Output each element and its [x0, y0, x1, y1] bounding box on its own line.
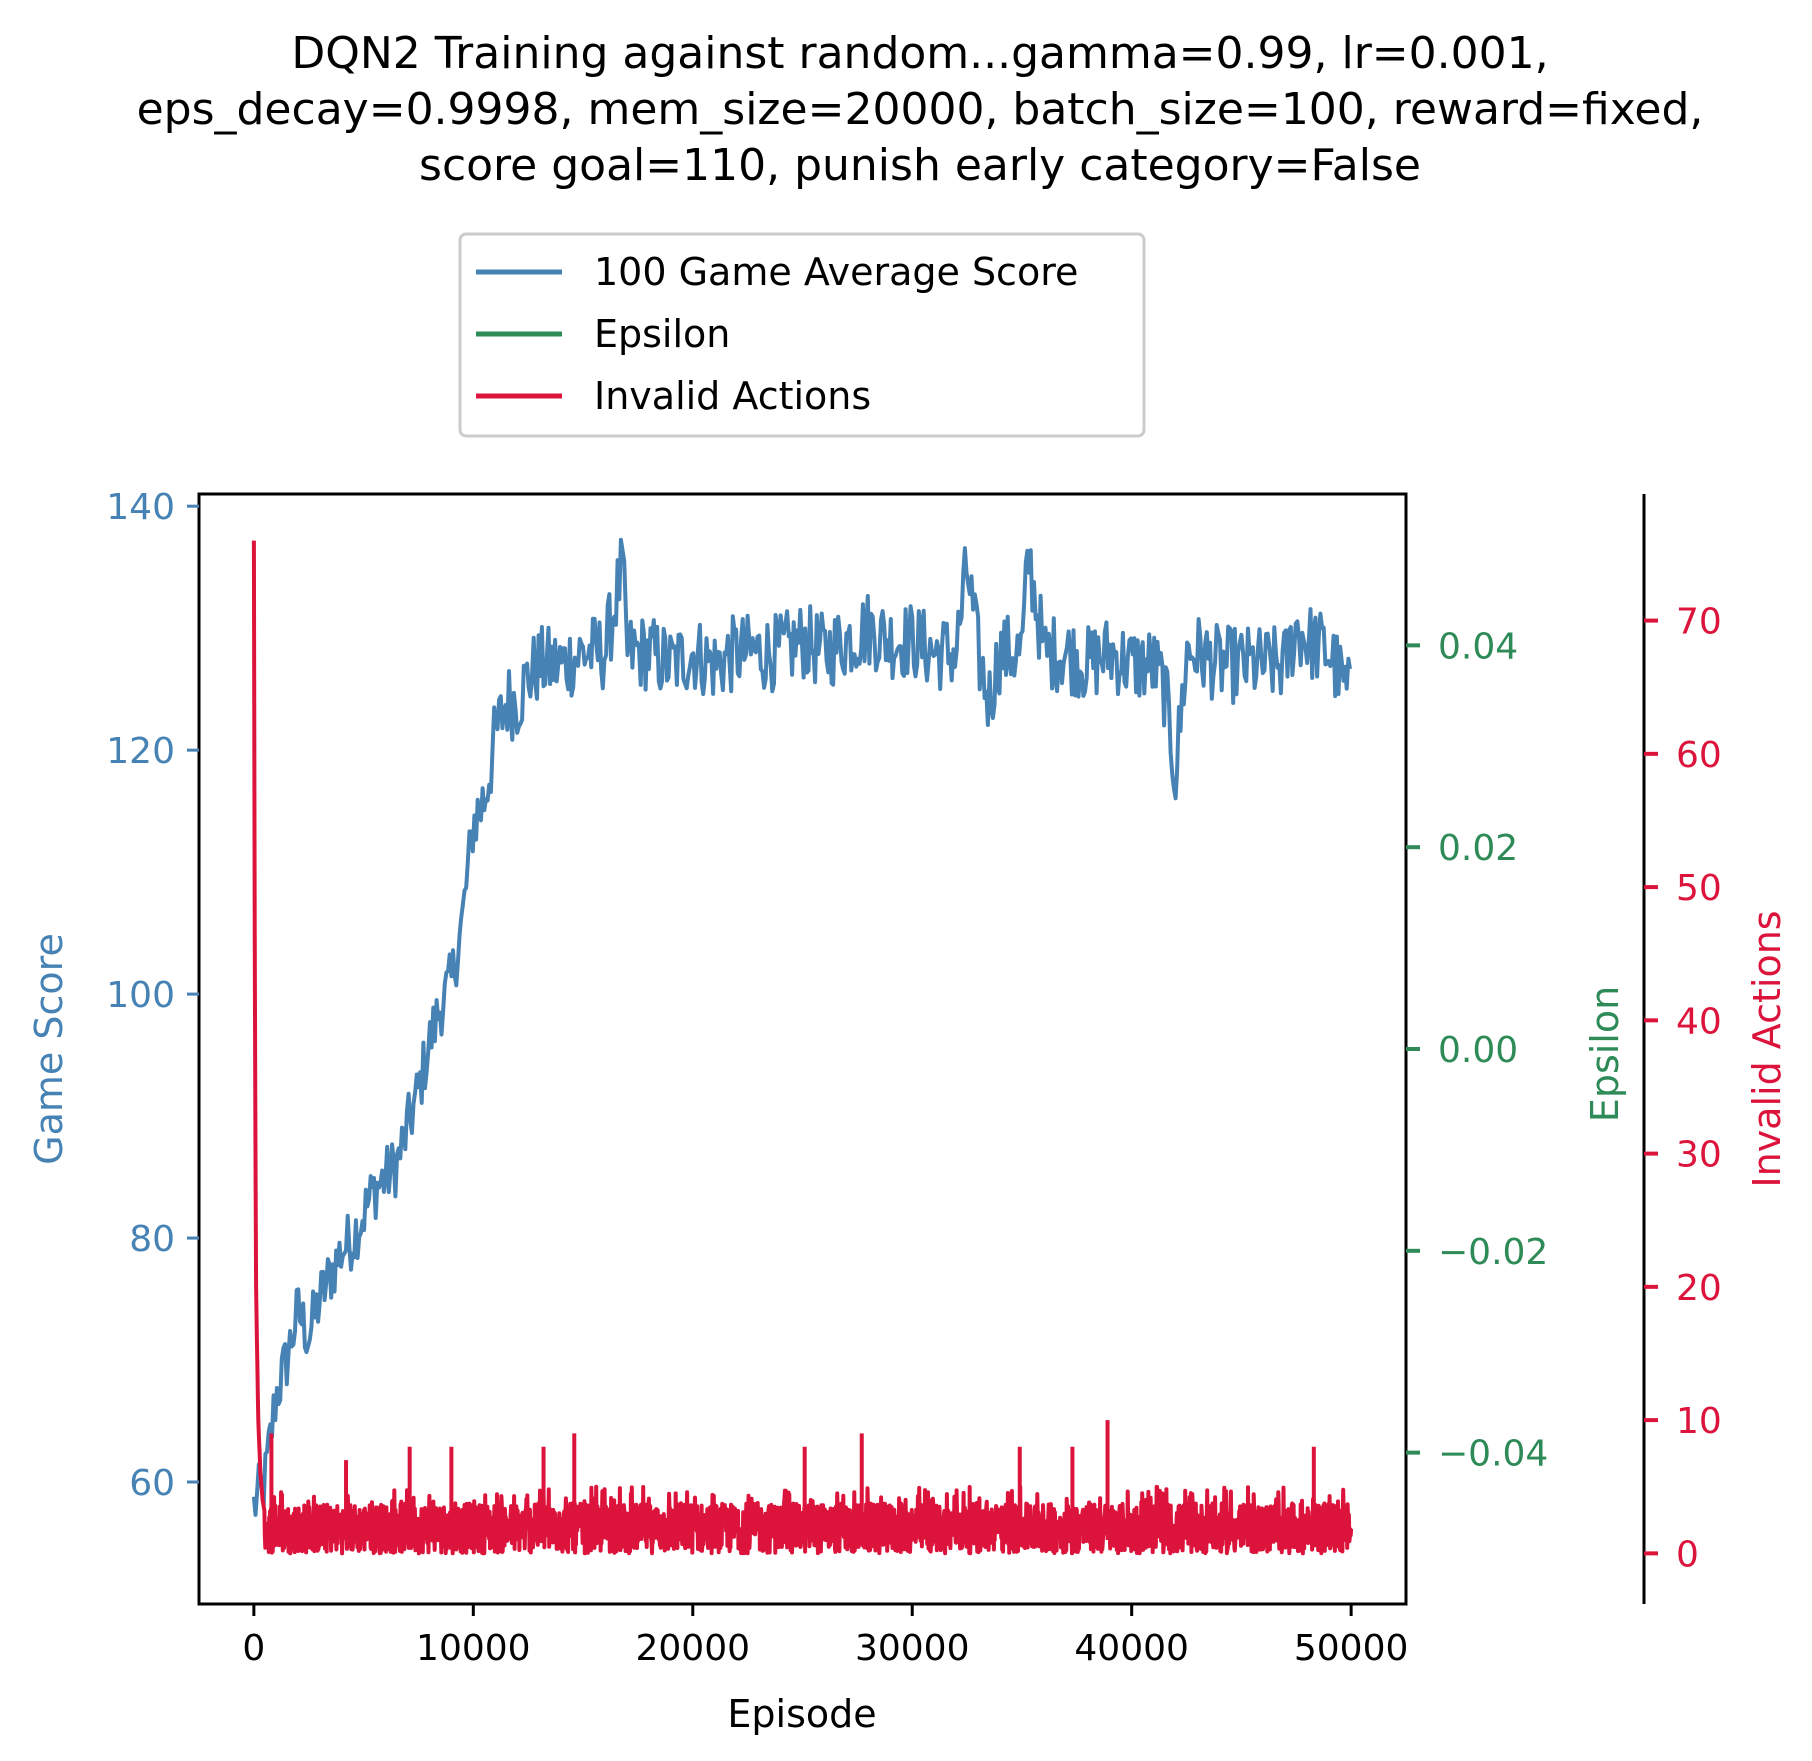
x-tick-label: 20000 [636, 1628, 751, 1669]
legend-label-epsilon: Epsilon [594, 312, 730, 356]
x-axis-label: Episode [727, 1692, 876, 1736]
invalid-tick-label: 0 [1676, 1534, 1699, 1575]
invalid-tick-label: 70 [1676, 602, 1722, 643]
invalid-actions-line [251, 540, 1354, 1556]
invalid-tick-label: 10 [1676, 1401, 1722, 1442]
x-tick-label: 30000 [855, 1628, 970, 1669]
epsilon-tick-label: 0.02 [1438, 828, 1518, 869]
invalid-tick-label: 20 [1676, 1268, 1722, 1309]
chart-title: DQN2 Training against random...gamma=0.9… [137, 28, 1704, 191]
score-tick-label: 140 [106, 487, 175, 528]
epsilon-tick-label: 0.00 [1438, 1030, 1518, 1071]
invalid-axis-ticks: 0 10 20 30 40 50 60 70 [1644, 602, 1722, 1575]
x-tick-label: 40000 [1074, 1628, 1189, 1669]
score-axis-ticks: 60 80 100 120 140 [106, 487, 199, 1504]
title-line-2: eps_decay=0.9998, mem_size=20000, batch_… [137, 84, 1704, 135]
series-score-line [251, 537, 1352, 1517]
invalid-tick-label: 60 [1676, 735, 1722, 776]
title-line-3: score goal=110, punish early category=Fa… [419, 140, 1421, 191]
invalid-tick-label: 40 [1676, 1001, 1722, 1042]
invalid-axis-label: Invalid Actions [1745, 910, 1789, 1187]
score-tick-label: 60 [129, 1463, 175, 1504]
score-line [251, 537, 1352, 1517]
score-tick-label: 80 [129, 1219, 175, 1260]
legend-label-invalid: Invalid Actions [594, 374, 871, 418]
score-tick-label: 120 [106, 731, 175, 772]
epsilon-tick-label: −0.04 [1438, 1434, 1548, 1475]
legend-label-score: 100 Game Average Score [594, 250, 1078, 294]
x-axis-ticks: 0 10000 20000 30000 40000 50000 [242, 1604, 1408, 1669]
score-tick-label: 100 [106, 975, 175, 1016]
legend-box [458, 232, 1146, 438]
series-invalid-actions-line [251, 540, 1354, 1556]
epsilon-tick-label: 0.04 [1438, 626, 1518, 667]
invalid-tick-label: 30 [1676, 1135, 1722, 1176]
epsilon-axis-ticks: −0.04 −0.02 0.00 0.02 0.04 [1406, 626, 1548, 1475]
epsilon-tick-label: −0.02 [1438, 1232, 1548, 1273]
x-tick-label: 50000 [1294, 1628, 1409, 1669]
x-tick-label: 0 [242, 1628, 265, 1669]
x-tick-label: 10000 [416, 1628, 531, 1669]
score-axis-label: Game Score [27, 933, 71, 1165]
epsilon-axis-label: Epsilon [1583, 986, 1627, 1122]
title-line-1: DQN2 Training against random...gamma=0.9… [291, 28, 1548, 79]
legend: 100 Game Average Score Epsilon Invalid A… [458, 232, 1146, 438]
invalid-tick-label: 50 [1676, 868, 1722, 909]
